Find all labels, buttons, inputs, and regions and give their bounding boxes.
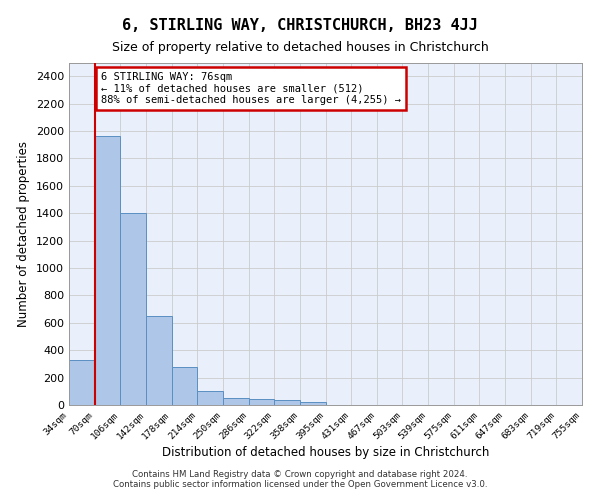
- X-axis label: Distribution of detached houses by size in Christchurch: Distribution of detached houses by size …: [162, 446, 489, 459]
- Bar: [300, 402, 325, 405]
- Bar: [172, 366, 197, 405]
- Bar: [223, 398, 248, 405]
- Bar: [146, 316, 172, 405]
- Bar: [274, 400, 300, 405]
- Text: 6 STIRLING WAY: 76sqm
← 11% of detached houses are smaller (512)
88% of semi-det: 6 STIRLING WAY: 76sqm ← 11% of detached …: [101, 72, 401, 106]
- Text: Size of property relative to detached houses in Christchurch: Size of property relative to detached ho…: [112, 41, 488, 54]
- Bar: [69, 360, 95, 405]
- Text: 6, STIRLING WAY, CHRISTCHURCH, BH23 4JJ: 6, STIRLING WAY, CHRISTCHURCH, BH23 4JJ: [122, 18, 478, 32]
- Y-axis label: Number of detached properties: Number of detached properties: [17, 141, 31, 327]
- Bar: [248, 399, 274, 405]
- Bar: [121, 213, 146, 405]
- Bar: [95, 136, 121, 405]
- Text: Contains HM Land Registry data © Crown copyright and database right 2024.
Contai: Contains HM Land Registry data © Crown c…: [113, 470, 487, 489]
- Bar: [197, 390, 223, 405]
